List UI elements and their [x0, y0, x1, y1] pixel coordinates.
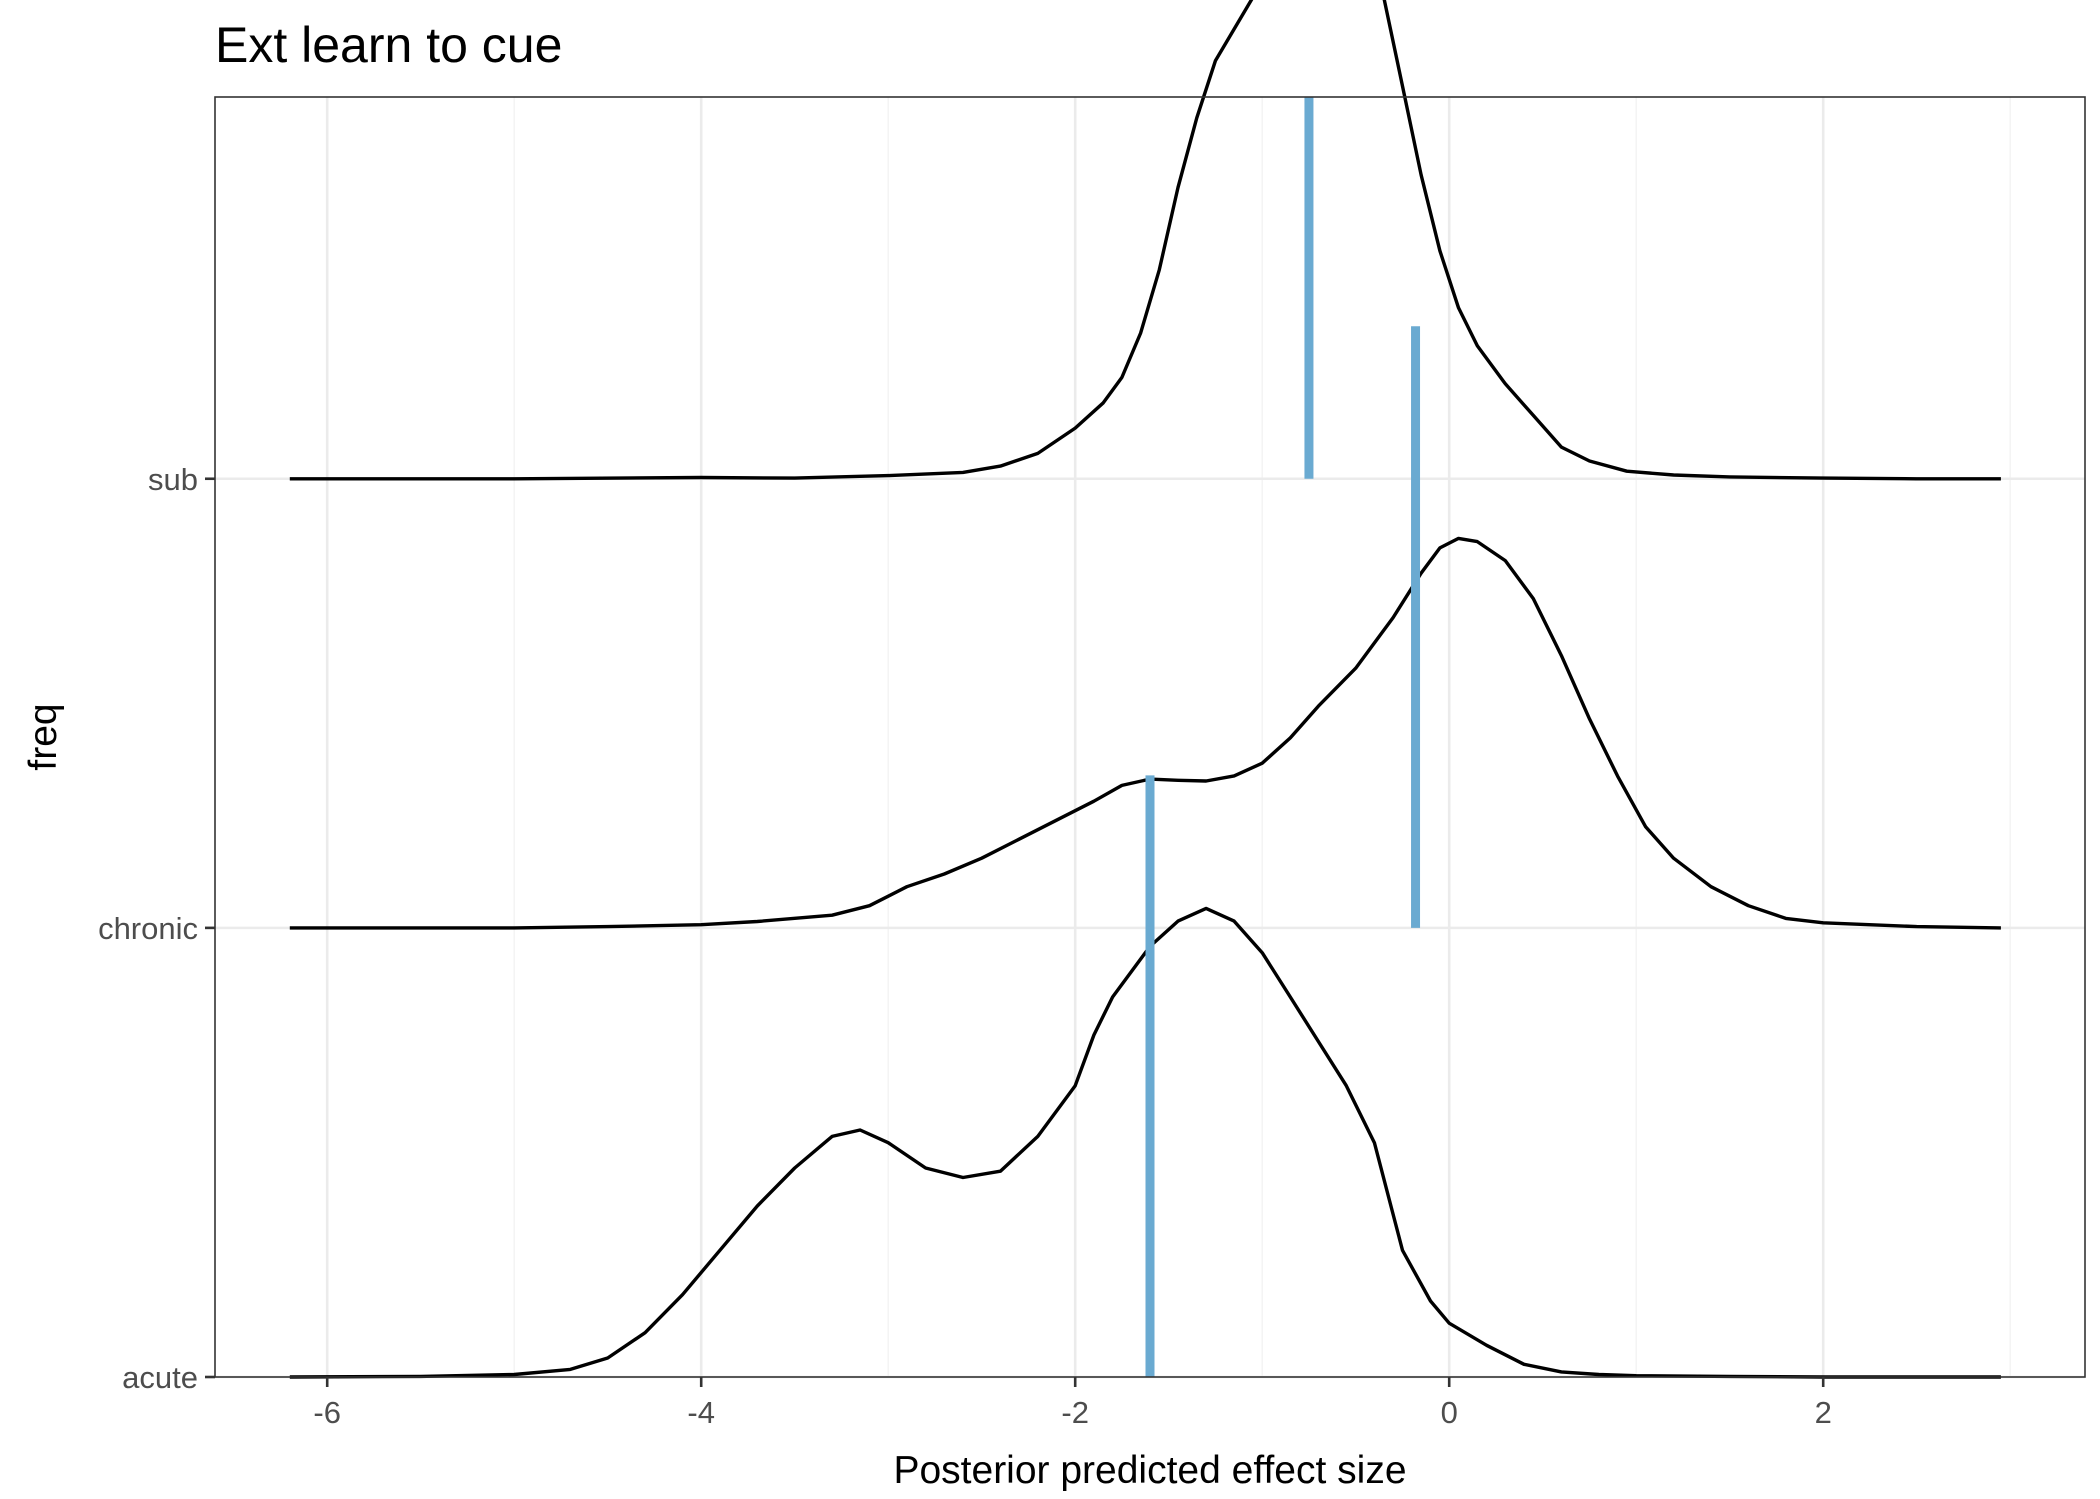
panel-border [214, 96, 2086, 1378]
y-axis: acute chronic sub [98, 462, 215, 1395]
density-curve-chronic [289, 536, 2001, 930]
density-curve-sub [289, 0, 2001, 481]
y-tick-label-sub: sub [148, 462, 198, 497]
ridge-group-chronic [289, 326, 2001, 930]
x-axis-title: Posterior predicted effect size [893, 1449, 1406, 1492]
x-tick-label: 0 [1441, 1395, 1458, 1430]
ridge-group-sub [289, 0, 2001, 481]
y-tick-label-acute: acute [122, 1360, 198, 1395]
x-axis: -6 -4 -2 0 2 [313, 1377, 1832, 1430]
y-tick-label-chronic: chronic [98, 911, 198, 946]
density-ridges [289, 0, 2001, 1379]
ridge-group-acute [289, 775, 2001, 1379]
x-tick-label: -2 [1061, 1395, 1089, 1430]
x-tick-label: -4 [687, 1395, 715, 1430]
y-axis-title: freq [22, 703, 65, 770]
grid-minor-lines [513, 97, 2011, 1377]
x-tick-label: 2 [1815, 1395, 1832, 1430]
density-curve-acute [289, 906, 2001, 1379]
chart-title: Ext learn to cue [215, 17, 562, 73]
plot-panel [214, 0, 2086, 1379]
x-tick-label: -6 [313, 1395, 341, 1430]
